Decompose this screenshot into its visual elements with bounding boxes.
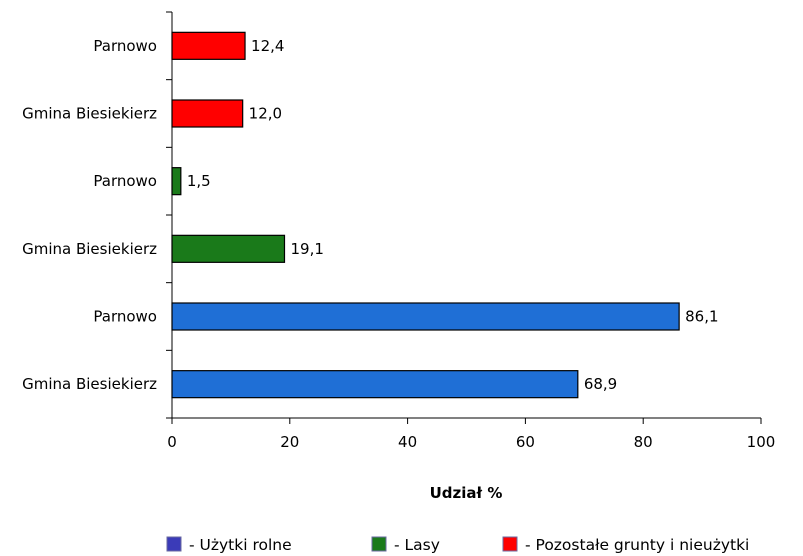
bar	[171, 31, 246, 60]
axes: 0 20 40 60 80 100	[166, 11, 776, 451]
legend-label: - Użytki rolne	[189, 536, 292, 554]
bars	[171, 31, 680, 399]
legend-swatch	[502, 536, 518, 552]
bar	[171, 99, 244, 128]
x-tick-label: 0	[167, 433, 177, 451]
x-tick-label: 40	[398, 433, 417, 451]
y-category-label: Gmina Biesiekierz	[22, 375, 157, 393]
y-category-label: Parnowo	[93, 172, 157, 190]
y-category-label: Gmina Biesiekierz	[22, 240, 157, 258]
bar-value-label: 19,1	[290, 240, 323, 258]
legend-swatch	[371, 536, 387, 552]
bar-value-label: 86,1	[685, 308, 718, 326]
bar	[171, 370, 579, 399]
legend-label: - Pozostałe grunty i nieużytki	[525, 536, 749, 554]
bar-value-label: 12,0	[249, 105, 282, 123]
bar-value-label: 1,5	[187, 172, 211, 190]
x-tick-label: 60	[516, 433, 535, 451]
y-category-label: Parnowo	[93, 37, 157, 55]
legend-label: - Lasy	[394, 536, 440, 554]
bar-value-label: 68,9	[584, 375, 617, 393]
x-tick-label: 100	[747, 433, 776, 451]
legend: - Użytki rolne - Lasy - Pozostałe grunty i…	[166, 536, 749, 554]
legend-swatch	[166, 536, 182, 552]
bar	[171, 234, 286, 263]
x-tick-label: 20	[280, 433, 299, 451]
y-category-label: Parnowo	[93, 308, 157, 326]
bar	[171, 302, 680, 331]
y-category-label: Gmina Biesiekierz	[22, 105, 157, 123]
bar	[171, 167, 182, 196]
x-axis-title: Udział %	[430, 484, 503, 502]
x-tick-label: 80	[634, 433, 653, 451]
labels: Parnowo 12,4 Gmina Biesiekierz 12,0 Parnowo 1…	[22, 37, 718, 393]
bar-value-label: 12,4	[251, 37, 284, 55]
